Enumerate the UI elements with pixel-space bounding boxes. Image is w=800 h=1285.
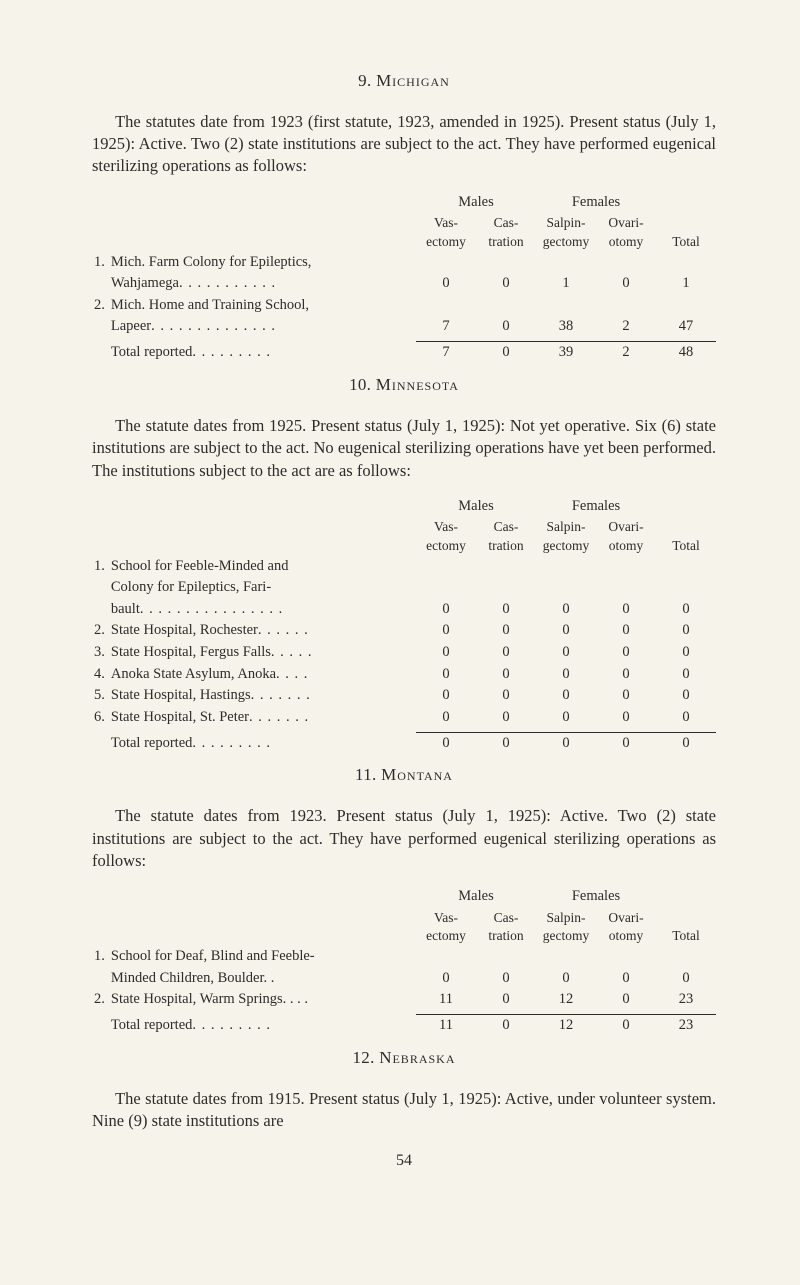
table-row: 1. Mich. Farm Colony for Epileptics, bbox=[92, 252, 716, 274]
heading-number: 11. bbox=[355, 765, 377, 784]
col-total: Total bbox=[656, 213, 716, 251]
table-row: 6. State Hospital, St. Peter 0 0 0 0 0 bbox=[92, 707, 716, 729]
col-castration: Cas-tration bbox=[476, 213, 536, 251]
table-row: 5. State Hospital, Hastings 0 0 0 0 0 bbox=[92, 685, 716, 707]
table-row: 3. State Hospital, Fergus Falls 0 0 0 0 … bbox=[92, 642, 716, 664]
table-total-row: Total reported 0 0 0 0 0 bbox=[92, 732, 716, 754]
table-row: Wahjamega 0 0 1 0 1 bbox=[92, 273, 716, 295]
table-row: 4. Anoka State Asylum, Anoka 0 0 0 0 0 bbox=[92, 664, 716, 686]
table-row: Colony for Epileptics, Fari- bbox=[92, 577, 716, 599]
table-row: Minded Children, Boulder. . 0 0 0 0 0 bbox=[92, 968, 716, 990]
section-heading-minnesota: 10. Minnesota bbox=[92, 374, 716, 397]
col-ovariotomy: Ovari-otomy bbox=[596, 213, 656, 251]
table-total-row: Total reported 7 0 39 2 48 bbox=[92, 342, 716, 364]
col-group-females: Females bbox=[536, 192, 656, 214]
table-michigan: Males Females Vas-ectomy Cas-tration Sal… bbox=[92, 192, 716, 364]
section-heading-montana: 11. Montana bbox=[92, 764, 716, 787]
heading-state: Michigan bbox=[376, 71, 450, 90]
col-group-males: Males bbox=[416, 192, 536, 214]
table-montana: Males Females Vas-ectomy Cas-tration Sal… bbox=[92, 886, 716, 1037]
table-total-row: Total reported 11 0 12 0 23 bbox=[92, 1015, 716, 1037]
paragraph-minnesota: The statute dates from 1925. Present sta… bbox=[92, 415, 716, 482]
paragraph-montana: The statute dates from 1923. Present sta… bbox=[92, 805, 716, 872]
table-row: bault 0 0 0 0 0 bbox=[92, 599, 716, 621]
section-heading-michigan: 9. Michigan bbox=[92, 70, 716, 93]
heading-number: 10. bbox=[349, 375, 371, 394]
paragraph-nebraska: The statute dates from 1915. Present sta… bbox=[92, 1088, 716, 1133]
table-row: 2. Mich. Home and Training School, bbox=[92, 295, 716, 317]
table-minnesota: Males Females Vas-ectomy Cas-tration Sal… bbox=[92, 496, 716, 755]
heading-number: 12. bbox=[352, 1048, 374, 1067]
section-heading-nebraska: 12. Nebraska bbox=[92, 1047, 716, 1070]
table-row: 1. School for Feeble-Minded and bbox=[92, 556, 716, 578]
heading-number: 9. bbox=[358, 71, 371, 90]
heading-state: Montana bbox=[381, 765, 453, 784]
table-row: 2. State Hospital, Warm Springs. . . . 1… bbox=[92, 989, 716, 1011]
col-salpingectomy: Salpin-gectomy bbox=[536, 213, 596, 251]
paragraph-michigan: The statutes date from 1923 (first statu… bbox=[92, 111, 716, 178]
page-number: 54 bbox=[92, 1150, 716, 1172]
col-vasectomy: Vas-ectomy bbox=[416, 213, 476, 251]
heading-state: Nebraska bbox=[379, 1048, 455, 1067]
table-row: 1. School for Deaf, Blind and Feeble- bbox=[92, 946, 716, 968]
heading-state: Minnesota bbox=[376, 375, 459, 394]
table-row: 2. State Hospital, Rochester 0 0 0 0 0 bbox=[92, 620, 716, 642]
table-row: Lapeer 7 0 38 2 47 bbox=[92, 316, 716, 338]
